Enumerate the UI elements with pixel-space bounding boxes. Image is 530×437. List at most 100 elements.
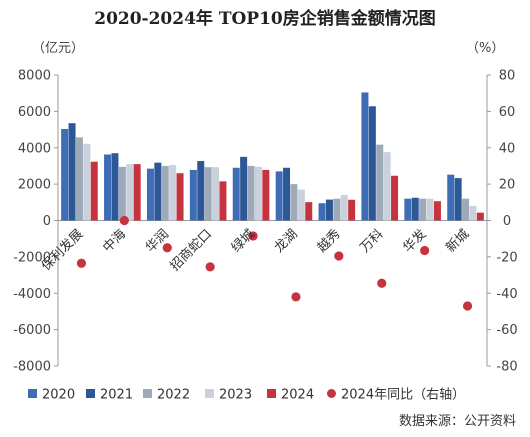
bar-2024-保利发展 [90,161,98,221]
legend-swatch-yoy [327,389,336,398]
bar-2023-新城 [469,205,477,221]
bar-2024-新城 [476,212,484,221]
bar-2020-保利发展 [61,129,69,221]
legend-label: 2023 [219,388,252,403]
y-tick-label: 2000 [18,178,51,193]
category-label: 龙湖 [272,227,301,256]
bar-2022-华发 [419,198,427,221]
bar-2021-中海 [111,153,119,221]
y-tick-label: 8000 [18,69,51,84]
bar-2024-华发 [433,201,441,221]
bar-2021-华润 [154,162,162,221]
source-note: 数据来源：公开资料 [399,414,516,429]
bars [61,92,484,221]
bar-2024-华润 [176,173,184,221]
yoy-point-绿城 [248,231,258,241]
chart-title: 2020-2024年 TOP10房企销售金额情况图 [94,9,436,29]
bar-2024-龙湖 [305,202,313,221]
bar-2022-招商蛇口 [204,167,212,221]
bar-2021-绿城 [240,156,248,221]
bar-2023-越秀 [340,195,348,221]
bar-2024-万科 [391,175,399,221]
yoy-point-龙湖 [291,292,301,302]
bar-2020-绿城 [232,167,240,221]
yoy-point-华润 [162,243,172,253]
yoy-point-中海 [119,215,129,226]
bar-2021-华发 [411,197,419,221]
bar-2020-万科 [361,92,369,221]
y2-tick-label: 60 [499,105,516,120]
yoy-point-保利发展 [76,258,87,268]
bar-2020-越秀 [318,203,326,221]
y2-tick-label: 20 [499,178,516,193]
y2-tick-label: -40 [496,287,517,302]
legend-label: 2024 [281,388,314,403]
bar-2023-招商蛇口 [212,167,220,221]
yoy-point-万科 [377,278,387,288]
category-label: 中海 [100,227,129,256]
y2-axis-unit-label: （%） [466,41,504,56]
y2-tick-label: -60 [496,323,517,338]
bar-2024-中海 [133,164,141,221]
y2-tick-label: 0 [503,214,511,229]
y-tick-label: -8000 [13,360,51,375]
legend-swatch-2023 [205,389,214,398]
legend-label: 2020 [42,388,75,403]
bar-2022-华润 [161,165,169,221]
legend-swatch-2021 [86,389,95,398]
bar-2023-中海 [126,164,134,221]
bar-2020-新城 [447,174,455,221]
yoy-point-招商蛇口 [205,262,215,272]
y2-tick-label: -20 [496,250,517,265]
bar-2022-龙湖 [290,184,298,221]
bar-2022-万科 [376,144,384,221]
bar-2023-龙湖 [297,189,305,221]
bar-2021-保利发展 [68,123,76,221]
legend-swatch-2022 [143,389,152,398]
legend-label: 2022 [157,388,190,403]
bar-2020-华润 [146,168,154,221]
bar-2021-新城 [454,178,462,221]
y-tick-label: -2000 [13,250,51,265]
bar-2022-新城 [462,198,470,221]
bar-2021-越秀 [325,199,333,221]
bar-2020-龙湖 [275,171,283,221]
y-tick-label: 6000 [18,105,51,120]
y-tick-label: 0 [43,214,51,229]
bar-2020-华发 [404,198,412,221]
y2-tick-label: 80 [499,69,516,84]
category-label: 万科 [358,227,387,256]
category-label: 越秀 [315,227,344,256]
legend: 2020 2021 2022 2023 2024 2024年同比（右轴） [28,388,465,403]
y-axis-unit-label: （亿元） [32,41,84,56]
bar-2024-越秀 [348,199,356,221]
bar-2023-万科 [383,152,391,221]
category-label: 绿城 [229,227,258,256]
bar-2020-中海 [104,154,112,221]
yoy-points [76,215,473,311]
bar-2021-万科 [368,106,376,221]
bar-2023-华润 [169,165,177,221]
bar-2024-绿城 [262,169,270,221]
legend-swatch-2020 [28,389,37,398]
bar-2022-保利发展 [75,137,83,221]
bar-2020-招商蛇口 [189,169,197,221]
y-tick-label: -4000 [13,287,51,302]
yoy-point-华发 [420,245,430,256]
bar-2023-保利发展 [83,143,91,221]
bar-2023-绿城 [254,166,262,221]
yoy-point-越秀 [334,251,344,261]
bar-2021-龙湖 [283,167,291,221]
y2-tick-label: 40 [499,141,516,156]
yoy-point-新城 [462,301,473,311]
bar-2021-招商蛇口 [197,161,205,221]
y-tick-label: 4000 [18,141,51,156]
y2-tick-label: -80 [496,360,517,375]
legend-label: 2021 [100,388,133,403]
bar-2022-越秀 [333,198,341,221]
bar-2024-招商蛇口 [219,181,227,221]
bar-2023-华发 [426,198,434,221]
bar-2022-绿城 [247,165,255,221]
y-tick-label: -6000 [13,323,51,338]
